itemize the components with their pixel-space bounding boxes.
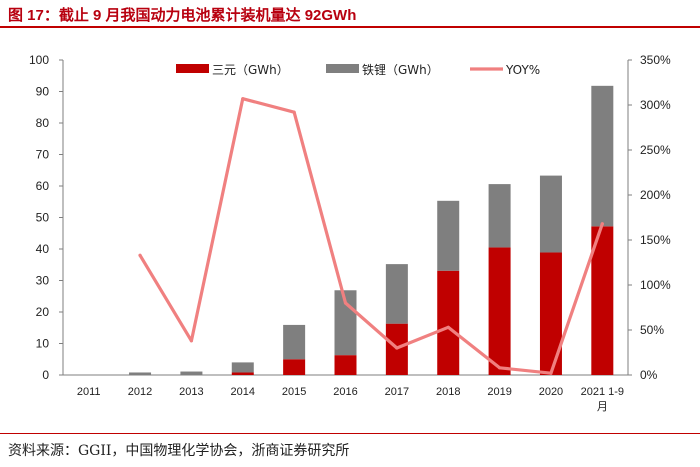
legend-label: 三元（GWh） [212, 63, 289, 77]
yoy-point [343, 301, 348, 305]
left-tick-label: 10 [36, 337, 50, 351]
bar-lfp-2020 [539, 175, 562, 253]
bar-ternary-2021-1-9月 [591, 226, 614, 375]
right-tick-label: 100% [640, 278, 671, 292]
yoy-point [138, 253, 142, 257]
yoy-line [138, 97, 604, 375]
legend-swatch [176, 64, 209, 73]
right-tick-label: 350% [640, 53, 671, 67]
bar-ternary-2020 [539, 252, 562, 375]
bar-lfp-2018 [437, 200, 460, 271]
left-tick-label: 60 [36, 179, 50, 193]
yoy-point [497, 366, 502, 370]
x-tick-label: 2019 [487, 386, 511, 398]
title-divider [0, 26, 700, 28]
yoy-point [446, 325, 450, 329]
bar-lfp-2012 [129, 372, 152, 375]
bar-ternary-2014 [231, 372, 254, 375]
x-tick-label: 2021 1-9 [581, 386, 624, 398]
x-tick-label: 2011 [77, 386, 101, 398]
right-tick-label: 250% [640, 143, 671, 157]
x-tick-label: 2016 [333, 386, 357, 398]
yoy-point [395, 346, 399, 350]
source-note: 资料来源：GGII，中国物理化学协会，浙商证券研究所 [8, 443, 350, 459]
right-tick-label: 0% [640, 368, 658, 382]
right-tick-label: 200% [640, 188, 671, 202]
legend-swatch [326, 64, 359, 73]
left-tick-label: 30 [36, 274, 50, 288]
yoy-point [549, 371, 553, 375]
bar-lfp-2017 [385, 264, 408, 324]
bar-lfp-2015 [283, 324, 306, 360]
bar-lfp-2019 [488, 184, 511, 248]
x-tick-label: 2013 [179, 386, 203, 398]
x-tick-label: 2017 [385, 386, 409, 398]
right-tick-label: 300% [640, 98, 671, 112]
bar-lfp-2014 [231, 362, 254, 373]
bar-ternary-2016 [334, 355, 357, 375]
x-tick-label: 2015 [282, 386, 306, 398]
bar-lfp-2013 [180, 371, 203, 375]
left-tick-label: 100 [29, 53, 49, 67]
right-tick-label: 150% [640, 233, 671, 247]
bar-lfp-2021-1-9月 [591, 85, 614, 227]
legend-label: 铁锂（GWh） [362, 62, 439, 77]
bar-ternary-2019 [488, 247, 511, 375]
bar-ternary-2015 [283, 359, 306, 375]
legend-label: YOY% [505, 63, 540, 77]
x-tick-label: 2012 [128, 386, 152, 398]
x-tick-label: 2014 [231, 386, 255, 398]
source-divider [0, 433, 700, 434]
yoy-point [600, 222, 604, 226]
left-tick-label: 50 [36, 211, 50, 225]
x-tick-label: 2020 [539, 386, 563, 398]
left-tick-label: 0 [42, 368, 49, 382]
yoy-point [241, 97, 245, 101]
x-tick-label: 2018 [436, 386, 460, 398]
yoy-point [292, 110, 296, 114]
bar-ternary-2018 [437, 270, 460, 375]
x-tick-label: 月 [597, 401, 608, 413]
left-tick-label: 40 [36, 242, 50, 256]
left-tick-label: 70 [36, 148, 50, 162]
left-tick-label: 20 [36, 305, 50, 319]
left-tick-label: 80 [36, 116, 50, 130]
right-tick-label: 50% [640, 323, 664, 337]
figure-title: 图 17：截止 9 月我国动力电池累计装机量达 92GWh [8, 7, 357, 24]
yoy-point [189, 339, 194, 343]
left-tick-label: 90 [36, 85, 50, 99]
